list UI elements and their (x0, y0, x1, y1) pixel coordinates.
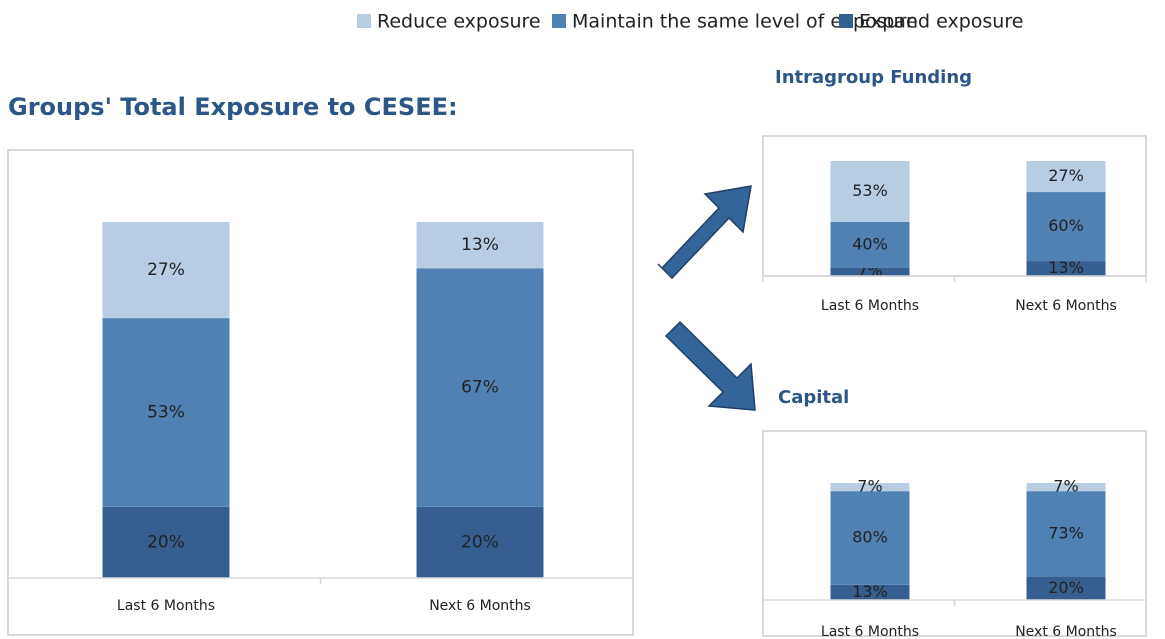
data-label: 7% (857, 477, 882, 496)
bar-segment (416, 506, 544, 578)
chart-title: Intragroup Funding (775, 67, 972, 88)
bar-segment (1026, 491, 1106, 577)
bar-segment (830, 161, 910, 222)
bar-segment (830, 584, 910, 600)
bar-segment (1026, 161, 1106, 193)
x-tick-label: Next 6 Months (1015, 298, 1117, 314)
data-label: 13% (852, 582, 888, 601)
data-label: 20% (461, 532, 499, 552)
arrow-down (664, 320, 756, 411)
x-tick-label: Last 6 Months (117, 598, 215, 614)
data-label: 7% (1053, 477, 1078, 496)
bar-segment (830, 491, 910, 585)
legend-label: Expand exposure (859, 11, 1023, 33)
legend-label: Reduce exposure (377, 11, 541, 33)
data-label: 20% (147, 532, 185, 552)
bar-segment (1026, 261, 1106, 276)
data-label: 73% (1048, 523, 1084, 542)
data-label: 53% (852, 181, 888, 200)
data-label: 80% (852, 527, 888, 546)
bar-segment (830, 221, 910, 268)
data-label: 67% (461, 378, 499, 398)
x-tick-label: Last 6 Months (821, 298, 919, 314)
legend-swatch (839, 14, 853, 28)
data-label: 60% (1048, 216, 1084, 235)
x-tick-label: Next 6 Months (1015, 624, 1117, 639)
data-label: 20% (1048, 578, 1084, 597)
data-label: 40% (852, 234, 888, 253)
legend-label: Maintain the same level of exposure (572, 11, 918, 33)
legend-swatch (552, 14, 566, 28)
bar-segment (102, 318, 230, 507)
bar-segment (830, 267, 910, 276)
bar-segment (830, 483, 910, 492)
bar-segment (416, 268, 544, 507)
chart-title: Capital (778, 387, 849, 408)
arrow-up (657, 185, 752, 280)
chart-title: Groups' Total Exposure to CESEE: (8, 93, 458, 121)
bar-segment (1026, 192, 1106, 262)
data-label: 27% (147, 260, 185, 280)
data-label: 13% (461, 235, 499, 255)
bar-segment (102, 222, 230, 319)
data-label: 27% (1048, 166, 1084, 185)
legend-swatch (357, 14, 371, 28)
bar-segment (416, 222, 544, 269)
bar-segment (1026, 576, 1106, 600)
bar-segment (1026, 483, 1106, 492)
x-tick-label: Next 6 Months (429, 598, 531, 614)
data-label: 13% (1048, 258, 1084, 277)
data-label: 53% (147, 402, 185, 422)
bar-segment (102, 506, 230, 578)
x-tick-label: Last 6 Months (821, 624, 919, 639)
